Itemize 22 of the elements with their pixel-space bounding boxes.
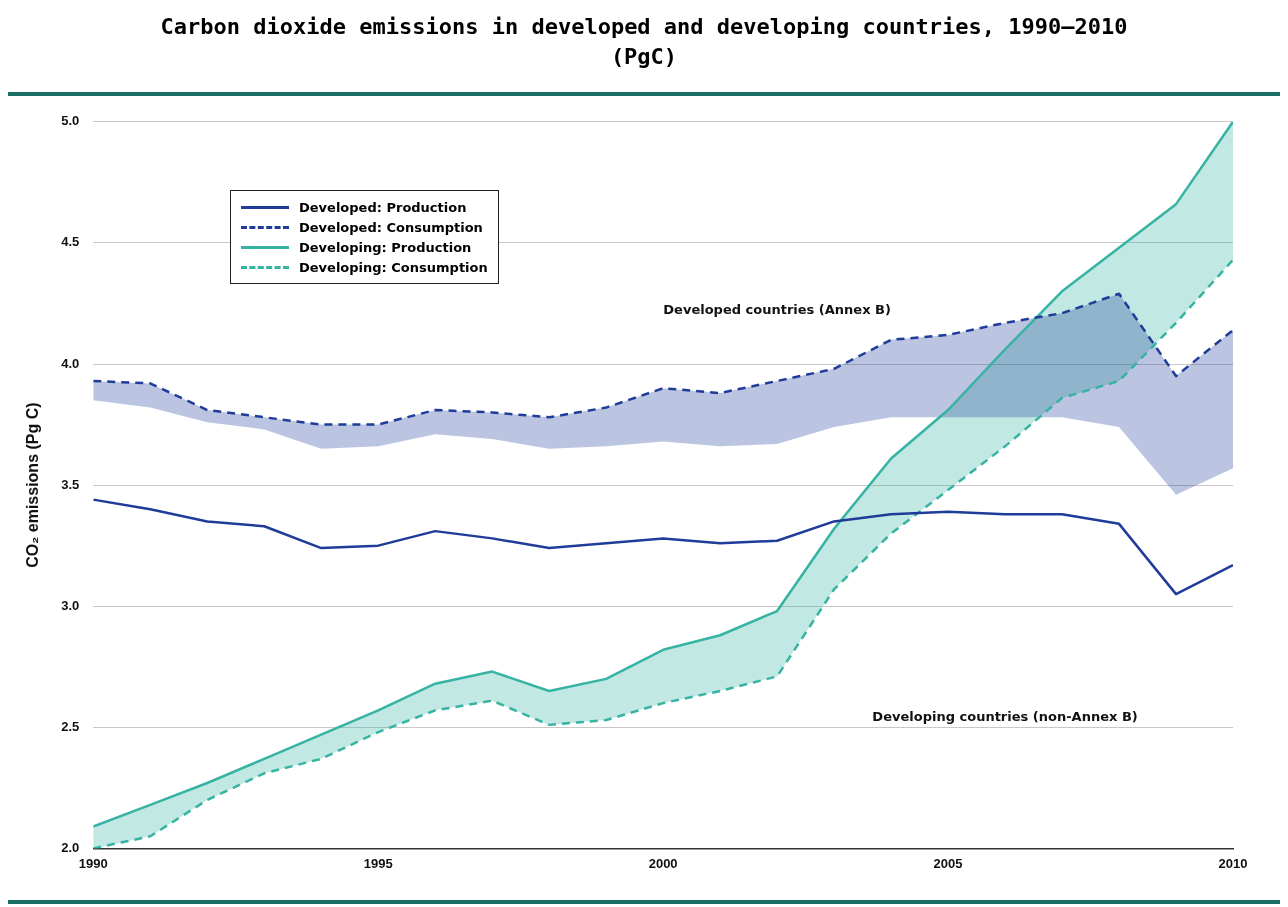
y-tick-label: 4.0	[61, 355, 80, 371]
legend-label: Developed: Production	[299, 199, 467, 215]
x-tick-label: 1990	[78, 855, 108, 871]
y-tick-label: 4.5	[61, 234, 80, 250]
x-tick-label: 2000	[648, 855, 678, 871]
x-tick-label: 2005	[933, 855, 963, 871]
x-tick-label: 2010	[1218, 855, 1248, 871]
annotation: Developing countries (non-Annex B)	[872, 708, 1138, 724]
line-series	[93, 258, 1233, 849]
y-tick-label: 5.0	[61, 113, 80, 129]
y-tick-label: 3.0	[61, 597, 80, 613]
line-series	[93, 292, 1233, 426]
y-tick-label: 3.5	[61, 476, 80, 492]
legend-label: Developed: Consumption	[299, 219, 483, 235]
legend-label: Developing: Consumption	[299, 259, 488, 275]
chart-title: Carbon dioxide emissions in developed and developing countries, 1990–2010 (PgC)	[159, 13, 1129, 71]
x-tick-label: 1995	[363, 855, 393, 871]
y-tick-label: 2.5	[61, 718, 80, 734]
annotation: Developed countries (Annex B)	[663, 302, 891, 318]
y-axis-title: CO₂ emissions (Pg C)	[24, 402, 42, 568]
y-tick-label: 2.0	[61, 839, 80, 855]
legend-label: Developing: Production	[299, 239, 472, 255]
